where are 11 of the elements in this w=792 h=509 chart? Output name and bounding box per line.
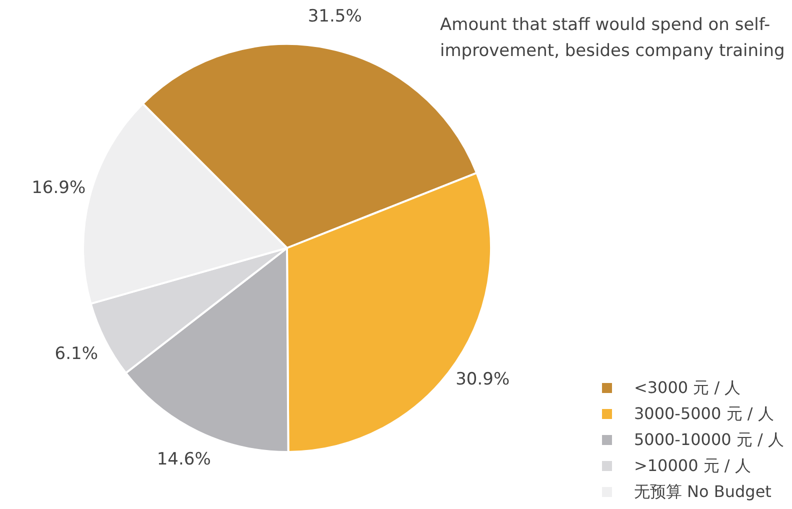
- data-label: 6.1%: [54, 344, 98, 364]
- legend-label: 5000-10000 元 / 人: [634, 430, 784, 450]
- text: Amount that staff would spend on self-improvement, besides company training: [440, 14, 785, 63]
- data-label: 16.9%: [32, 178, 86, 198]
- data-label: 30.9%: [456, 369, 510, 390]
- legend-label: 无预算 No Budget: [634, 482, 772, 502]
- legend-label: <3000 元 / 人: [634, 378, 741, 398]
- legend-label: >10000 元 / 人: [634, 456, 751, 476]
- data-label: 31.5%: [308, 6, 362, 26]
- legend-label: 3000-5000 元 / 人: [634, 404, 774, 424]
- data-label: 14.6%: [156, 450, 211, 470]
